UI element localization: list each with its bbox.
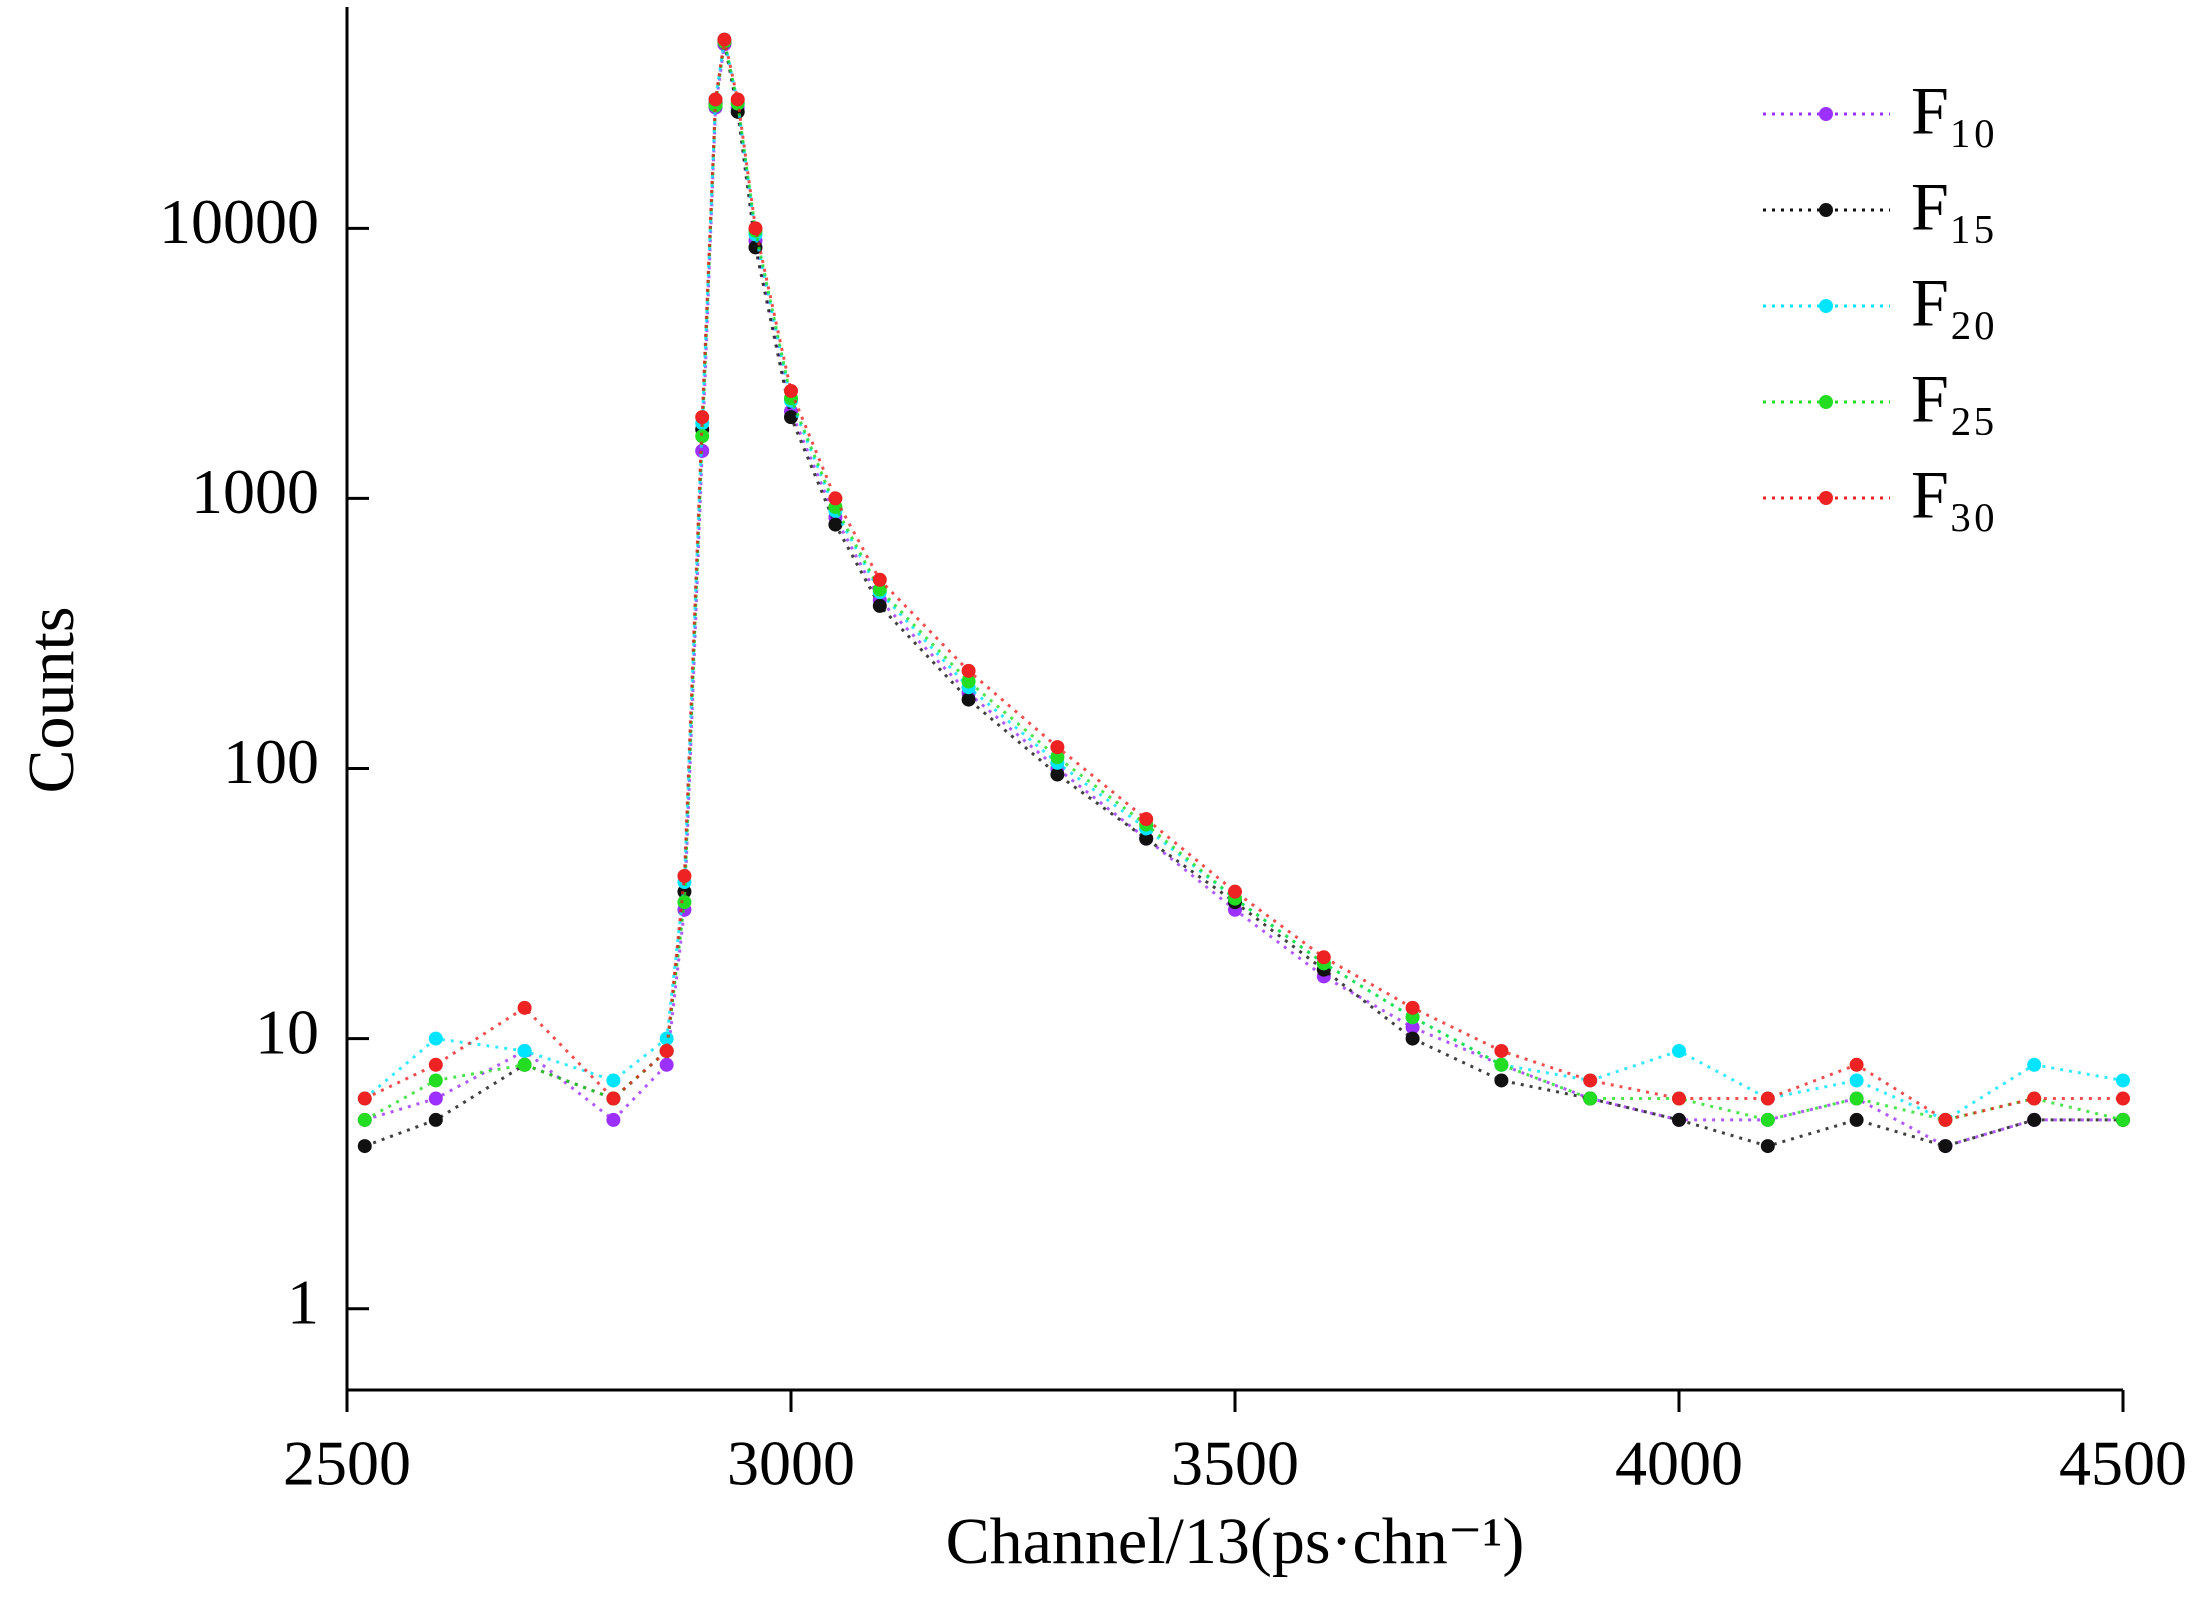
data-point bbox=[428, 1091, 443, 1106]
data-point bbox=[428, 1031, 443, 1046]
data-point bbox=[357, 1091, 372, 1106]
data-point bbox=[357, 1139, 372, 1154]
data-point bbox=[357, 1112, 372, 1127]
series-line bbox=[364, 44, 2123, 1148]
data-point bbox=[695, 410, 710, 425]
legend-label: F₂₀ bbox=[1911, 265, 1996, 341]
data-point bbox=[1849, 1091, 1864, 1106]
x-tick-label: 4000 bbox=[1615, 1428, 1743, 1499]
series-line bbox=[364, 41, 2123, 1148]
x-axis-label: Channel/13(ps·chn⁻¹) bbox=[946, 1505, 1525, 1578]
data-point bbox=[872, 582, 887, 597]
data-point bbox=[517, 1000, 532, 1015]
y-tick-label: 1000 bbox=[191, 456, 319, 527]
legend-label: F₃₀ bbox=[1911, 457, 1996, 533]
data-point bbox=[1050, 767, 1065, 782]
data-point bbox=[784, 410, 798, 425]
data-point bbox=[2116, 1073, 2130, 1088]
data-point bbox=[1139, 831, 1154, 846]
data-point bbox=[1760, 1091, 1775, 1106]
data-point bbox=[606, 1091, 621, 1106]
data-point bbox=[708, 92, 723, 107]
legend-marker bbox=[1819, 107, 1833, 121]
data-point bbox=[1583, 1073, 1598, 1088]
data-point bbox=[1760, 1112, 1775, 1127]
data-point bbox=[1139, 812, 1154, 827]
data-point bbox=[517, 1057, 532, 1072]
data-point bbox=[961, 663, 976, 678]
data-point bbox=[1494, 1043, 1509, 1058]
data-point bbox=[748, 221, 763, 236]
data-point bbox=[1405, 1031, 1420, 1046]
data-point bbox=[828, 491, 843, 506]
x-tick-label: 2500 bbox=[283, 1428, 411, 1499]
data-point bbox=[2116, 1112, 2130, 1127]
data-point bbox=[961, 674, 976, 689]
data-point bbox=[828, 517, 843, 532]
data-point bbox=[1405, 1020, 1420, 1035]
x-tick-label: 3000 bbox=[727, 1428, 855, 1499]
data-point bbox=[517, 1043, 532, 1058]
series-line bbox=[364, 41, 2124, 1122]
data-point bbox=[1849, 1112, 1864, 1127]
data-point bbox=[1405, 1000, 1420, 1015]
legend-marker bbox=[1819, 203, 1833, 217]
data-point bbox=[1938, 1112, 1953, 1127]
data-point bbox=[1228, 884, 1242, 899]
data-point bbox=[717, 32, 732, 47]
data-point bbox=[1672, 1091, 1686, 1106]
y-tick-label: 1 bbox=[287, 1266, 319, 1337]
data-point bbox=[784, 383, 798, 398]
legend-marker bbox=[1819, 299, 1833, 313]
data-point bbox=[1938, 1139, 1953, 1154]
legend-label: F₁₅ bbox=[1911, 169, 1996, 245]
series-line bbox=[363, 39, 2124, 1122]
data-point bbox=[1494, 1057, 1509, 1072]
data-point bbox=[695, 429, 710, 444]
data-point bbox=[2027, 1057, 2042, 1072]
data-point bbox=[872, 598, 887, 613]
data-point bbox=[1050, 750, 1065, 765]
data-point bbox=[961, 692, 976, 707]
y-tick-label: 10 bbox=[255, 996, 319, 1067]
data-point bbox=[659, 1057, 674, 1072]
legend-marker bbox=[1819, 491, 1833, 505]
data-point bbox=[606, 1073, 621, 1088]
data-point bbox=[677, 884, 692, 899]
data-point bbox=[428, 1057, 443, 1072]
data-point bbox=[428, 1112, 443, 1127]
y-tick-label: 100 bbox=[223, 726, 319, 797]
data-point bbox=[1316, 950, 1331, 965]
data-point bbox=[730, 92, 745, 107]
data-point bbox=[659, 1043, 674, 1058]
data-point bbox=[606, 1112, 621, 1127]
data-point bbox=[428, 1073, 443, 1088]
y-axis-label: Counts bbox=[15, 606, 88, 793]
series-line bbox=[364, 39, 2123, 1122]
data-point bbox=[2116, 1091, 2130, 1106]
legend-marker bbox=[1819, 395, 1833, 409]
x-tick-label: 4500 bbox=[2059, 1428, 2187, 1499]
data-point bbox=[1849, 1057, 1864, 1072]
legend-label: F₁₀ bbox=[1911, 73, 1996, 149]
x-tick-label: 3500 bbox=[1171, 1428, 1299, 1499]
data-point bbox=[872, 572, 887, 587]
data-point bbox=[1583, 1091, 1598, 1106]
data-point bbox=[1760, 1139, 1775, 1154]
data-point bbox=[677, 895, 692, 910]
data-point bbox=[2027, 1112, 2042, 1127]
data-point bbox=[1672, 1112, 1686, 1127]
data-point bbox=[1849, 1073, 1864, 1088]
data-point bbox=[1672, 1043, 1686, 1058]
data-point bbox=[1494, 1073, 1509, 1088]
data-point bbox=[677, 869, 692, 884]
data-point bbox=[2027, 1091, 2042, 1106]
legend-label: F₂₅ bbox=[1911, 361, 1996, 437]
data-point bbox=[1050, 740, 1065, 755]
y-tick-label: 10000 bbox=[159, 186, 319, 257]
data-point bbox=[659, 1031, 674, 1046]
